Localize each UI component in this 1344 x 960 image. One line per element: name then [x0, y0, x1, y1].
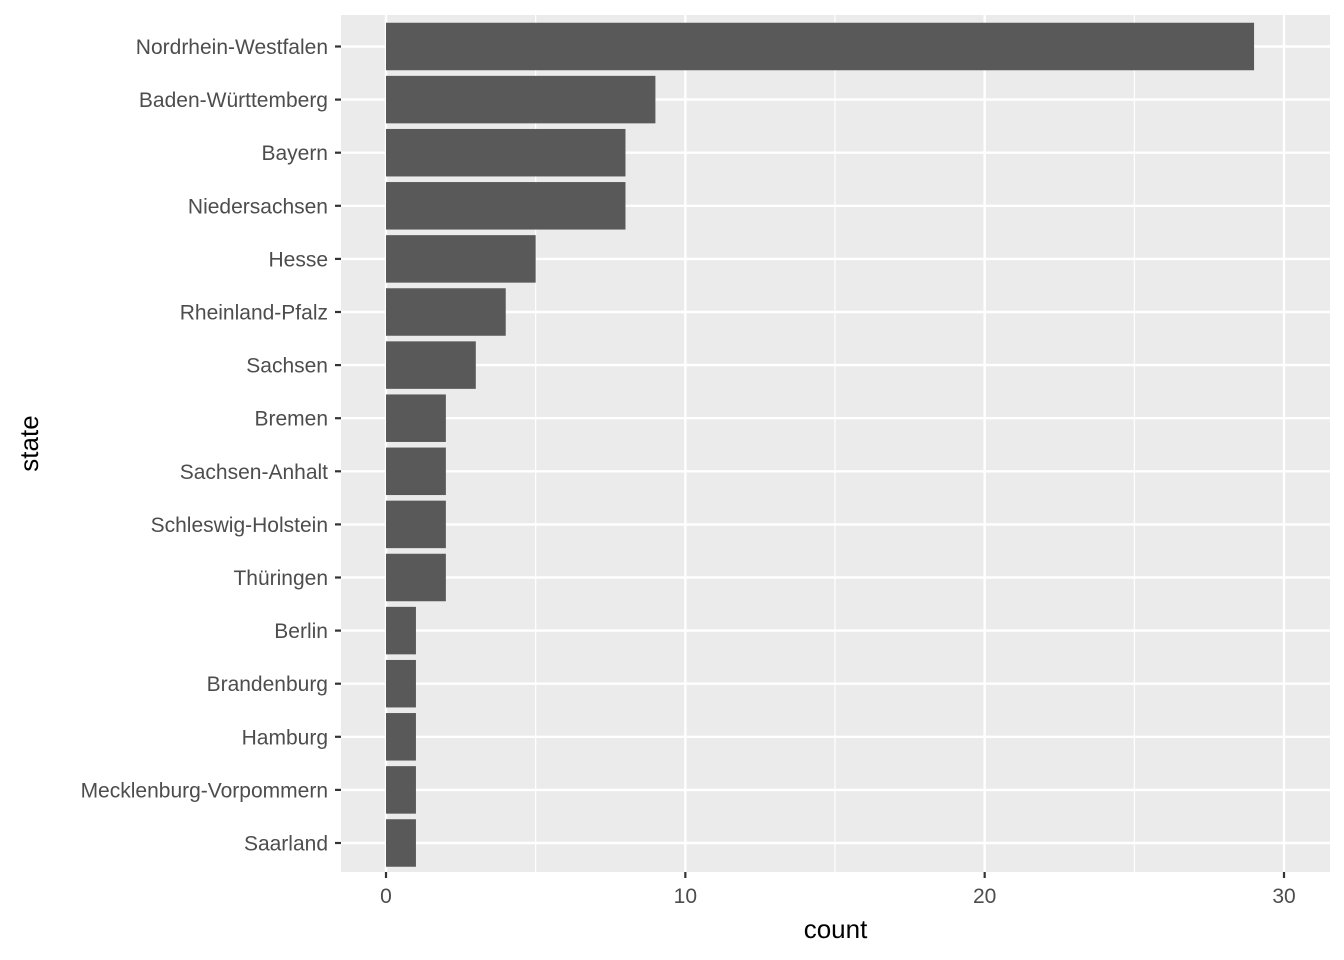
y-tick-label: Bayern: [261, 142, 328, 165]
bar: [386, 500, 446, 549]
bar: [386, 659, 416, 708]
x-tick-label: 10: [674, 885, 697, 908]
y-tick-label: Mecklenburg-Vorpommern: [81, 779, 328, 802]
y-tick-label: Hamburg: [242, 726, 328, 749]
bar: [386, 128, 626, 177]
bar: [386, 447, 446, 496]
y-tick-label: Thüringen: [233, 567, 328, 590]
y-tick-label: Nordrhein-Westfalen: [136, 36, 328, 59]
y-axis-title: state: [14, 415, 44, 471]
x-tick-label: 30: [1272, 885, 1295, 908]
x-axis-title: count: [804, 914, 868, 944]
y-tick-label: Sachsen: [246, 355, 328, 378]
x-tick-label: 0: [380, 885, 392, 908]
x-tick-label: 20: [973, 885, 996, 908]
bar: [386, 713, 416, 761]
bar: [386, 341, 476, 389]
bar: [386, 766, 416, 814]
y-tick-label: Brandenburg: [207, 673, 328, 696]
bar: [386, 235, 536, 283]
y-tick-label: Baden-Württemberg: [139, 89, 328, 112]
y-tick-label: Rheinland-Pfalz: [180, 302, 328, 325]
y-tick-label: Bremen: [254, 408, 328, 431]
bar: [386, 182, 626, 230]
bar: [386, 606, 416, 655]
bar: [386, 288, 506, 336]
bars: [386, 22, 1255, 867]
y-tick-label: Hesse: [268, 248, 328, 271]
x-axis: 0 10 20 30: [380, 872, 1296, 908]
bar: [386, 75, 656, 124]
y-tick-label: Niedersachsen: [188, 195, 328, 218]
y-tick-label: Saarland: [244, 833, 328, 856]
bar: [386, 553, 446, 602]
y-tick-label: Berlin: [274, 620, 328, 643]
bar: [386, 22, 1255, 71]
bar: [386, 394, 446, 442]
y-axis: Nordrhein-Westfalen Baden-Württemberg Baye…: [81, 36, 341, 856]
y-tick-label: Sachsen-Anhalt: [180, 461, 328, 484]
y-tick-label: Schleswig-Holstein: [151, 514, 328, 537]
bar: [386, 819, 416, 867]
